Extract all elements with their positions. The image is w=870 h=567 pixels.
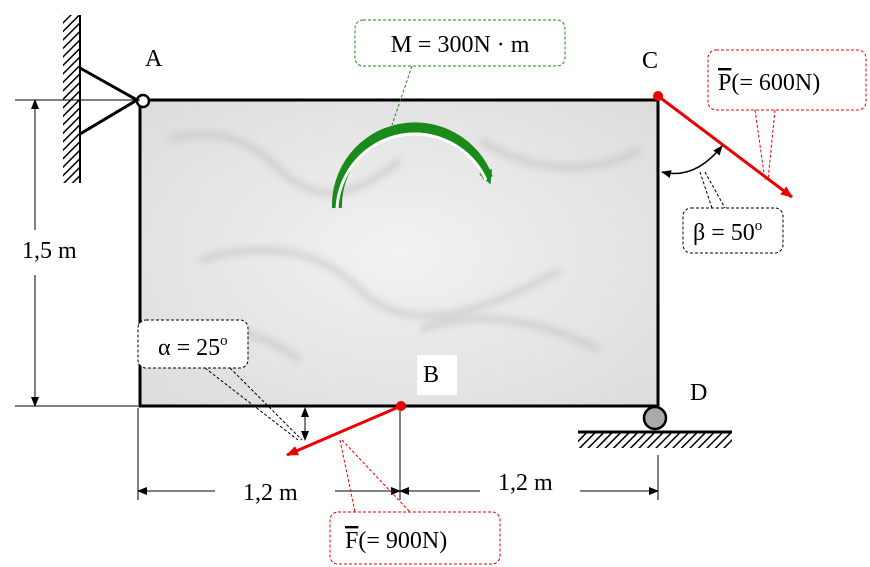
dim-right-width: 1,2 m — [498, 470, 553, 496]
force-arrow — [658, 96, 792, 197]
dim-height: 1,5 m — [22, 238, 77, 264]
degree: o — [755, 218, 763, 234]
angle-arc — [662, 146, 722, 174]
point — [653, 91, 663, 101]
degree: o — [220, 333, 228, 349]
point — [396, 401, 406, 411]
force-arrow — [287, 406, 401, 455]
angle-text: β = 50 — [693, 220, 755, 246]
force-label: P(= 600N) — [718, 70, 820, 96]
point-label: A — [145, 46, 163, 72]
force-value: (= 600N) — [731, 70, 820, 96]
diagram: 1,5 m 1,2 m 1,2 m A C B D M = 300N · m P… — [0, 0, 870, 567]
dim-left-width: 1,2 m — [243, 480, 298, 506]
roller-support — [578, 407, 732, 448]
force-label: F(= 900N) — [345, 528, 447, 554]
angle-label: α = 25o — [158, 333, 228, 361]
force-symbol: P — [718, 70, 731, 96]
force-symbol: F — [345, 528, 358, 554]
angle-text: α = 25 — [158, 335, 220, 361]
point-label: B — [423, 362, 439, 388]
moment-label: M = 300N · m — [391, 32, 530, 58]
force-value: (= 900N) — [358, 528, 447, 554]
leader — [700, 172, 725, 208]
point-label: D — [690, 380, 707, 406]
point-label: C — [642, 48, 658, 74]
angle-label: β = 50o — [693, 218, 762, 246]
pin-support — [63, 15, 149, 183]
